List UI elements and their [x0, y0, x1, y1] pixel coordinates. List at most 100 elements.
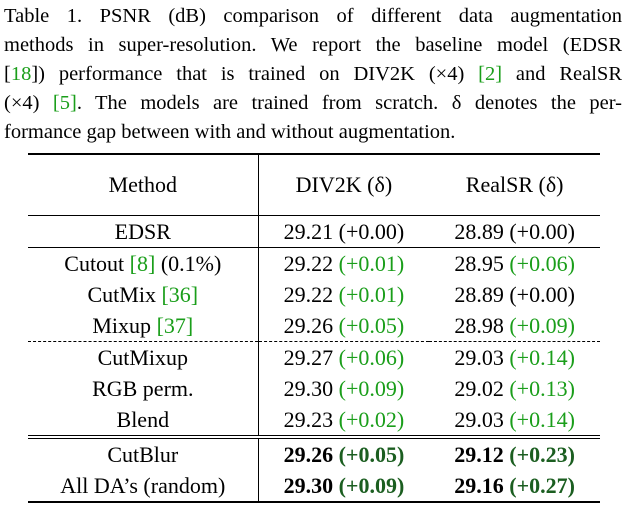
psnr-value: 29.16 [454, 472, 504, 498]
caption-text: ]) performance that is trained on DIV2K … [31, 63, 479, 85]
method-name: Blend [116, 406, 170, 432]
psnr-value: 29.30 [283, 472, 334, 498]
method-name: CutMixup [97, 344, 189, 370]
div2k-cell: 29.27 (+0.06) [258, 341, 430, 373]
caption-text: (×4) [4, 92, 53, 114]
citation-link[interactable]: [5] [52, 92, 77, 114]
caption-text: methods in super-resolution. We report t… [4, 34, 622, 56]
delta-value: (+0.27) [509, 472, 575, 498]
realsr-cell: 29.12 (+0.23) [429, 435, 600, 470]
psnr-value: 29.03 [454, 344, 504, 370]
psnr-value: 28.89 [454, 281, 504, 307]
table-row: Mixup [37] 29.26 (+0.05) 28.98 (+0.09) [28, 310, 600, 342]
table-row: CutMix [36] 29.22 (+0.01) 28.89 (+0.00) [28, 279, 600, 310]
method-name: EDSR [114, 218, 171, 244]
caption-line-5: formance gap between with and without au… [4, 118, 622, 147]
delta-value: (+0.01) [338, 250, 405, 276]
citation-link[interactable]: [8] [129, 250, 156, 276]
table-row: Cutout [8] (0.1%) 29.22 (+0.01) 28.95 (+0.… [28, 247, 600, 279]
caption-text: and RealSR [502, 63, 622, 85]
method-cell: Blend [28, 404, 259, 437]
psnr-value: 29.03 [454, 406, 504, 432]
delta-value: (+0.05) [338, 312, 405, 338]
citation-link[interactable]: [37] [156, 312, 194, 338]
table-row: CutMixup 29.27 (+0.06) 29.03 (+0.14) [28, 341, 600, 373]
div2k-cell: 29.30 (+0.09) [258, 470, 430, 503]
psnr-value: 29.30 [283, 375, 334, 401]
psnr-value: 29.26 [283, 441, 334, 467]
psnr-value: 28.89 [454, 218, 504, 244]
caption-line-4: (×4) [5]. The models are trained from sc… [4, 89, 622, 118]
method-name: CutBlur [107, 441, 179, 467]
header-method: Method [28, 153, 259, 216]
psnr-value: 29.22 [283, 250, 334, 276]
table-body: EDSR 29.21 (+0.00) 28.89 (+0.00) Cutout [8]… [28, 215, 600, 503]
delta-value: (+0.05) [338, 441, 405, 467]
delta-value: (+0.06) [509, 250, 575, 276]
realsr-cell: 28.95 (+0.06) [429, 247, 600, 279]
caption-line-2: methods in super-resolution. We report t… [4, 31, 622, 60]
caption-line-1: Table 1. PSNR (dB) comparison of differe… [4, 2, 622, 31]
method-cell: All DA’s (random) [28, 470, 259, 503]
div2k-cell: 29.21 (+0.00) [258, 215, 430, 248]
div2k-cell: 29.23 (+0.02) [258, 404, 429, 437]
realsr-cell: 28.89 (+0.00) [429, 279, 600, 310]
method-cell: CutMixup [28, 341, 259, 373]
psnr-value: 29.27 [283, 344, 334, 370]
div2k-cell: 29.26 (+0.05) [258, 310, 429, 342]
delta-value: (+0.13) [509, 375, 575, 401]
table-row: EDSR 29.21 (+0.00) 28.89 (+0.00) [28, 215, 600, 248]
psnr-results-table: Method DIV2K (δ) RealSR (δ) EDSR 29.21 (+… [28, 153, 600, 503]
caption-text: formance gap between with and without au… [4, 121, 456, 143]
table-row: CutBlur 29.26 (+0.05) 29.12 (+0.23) [28, 435, 600, 470]
psnr-value: 28.98 [454, 312, 504, 338]
header-div2k: DIV2K (δ) [258, 153, 430, 216]
psnr-value: 29.12 [454, 441, 504, 467]
caption-text: Table 1. PSNR (dB) comparison of differe… [4, 5, 622, 27]
table-row: Blend 29.23 (+0.02) 29.03 (+0.14) [28, 404, 600, 437]
delta-value: (+0.02) [338, 406, 405, 432]
delta-value: (+0.01) [338, 281, 405, 307]
method-cell: CutBlur [28, 435, 259, 470]
table-caption: Table 1. PSNR (dB) comparison of differe… [4, 2, 622, 147]
delta-value: (+0.23) [509, 441, 575, 467]
method-cell: EDSR [28, 215, 259, 248]
results-table-wrapper: Method DIV2K (δ) RealSR (δ) EDSR 29.21 (+… [28, 153, 600, 503]
delta-value: (+0.14) [509, 344, 575, 370]
psnr-value: 28.95 [454, 250, 504, 276]
realsr-cell: 29.03 (+0.14) [429, 404, 600, 437]
caption-line-3: [18]) performance that is trained on DIV… [4, 63, 622, 85]
method-cell: CutMix [36] [28, 279, 259, 310]
delta-value: (+0.00) [509, 281, 575, 307]
psnr-value: 29.21 [283, 218, 334, 244]
psnr-value: 29.23 [283, 406, 334, 432]
caption-text: . The models are trained from scratch. δ… [76, 92, 622, 114]
realsr-cell: 29.16 (+0.27) [429, 470, 600, 503]
psnr-value: 29.26 [283, 312, 334, 338]
method-cell: Cutout [8] (0.1%) [28, 247, 259, 279]
delta-value: (+0.09) [509, 312, 575, 338]
delta-value: (+0.09) [338, 472, 405, 498]
table-row: RGB perm. 29.30 (+0.09) 29.02 (+0.13) [28, 373, 600, 404]
realsr-cell: 28.89 (+0.00) [429, 215, 600, 248]
table-row: All DA’s (random) 29.30 (+0.09) 29.16 (+0.… [28, 470, 600, 503]
citation-link[interactable]: [36] [161, 281, 199, 307]
psnr-value: 29.22 [283, 281, 334, 307]
delta-value: (+0.09) [338, 375, 405, 401]
citation-link[interactable]: [2] [478, 63, 503, 85]
div2k-cell: 29.30 (+0.09) [258, 373, 429, 404]
delta-value: (+0.00) [338, 218, 405, 244]
header-row: Method DIV2K (δ) RealSR (δ) [28, 153, 600, 216]
delta-value: (+0.14) [509, 406, 575, 432]
citation-link[interactable]: 18 [10, 63, 32, 85]
header-realsr: RealSR (δ) [429, 153, 600, 216]
delta-value: (+0.00) [509, 218, 575, 244]
realsr-cell: 28.98 (+0.09) [429, 310, 600, 342]
method-name: Cutout [64, 250, 130, 276]
method-suffix: (0.1%) [155, 250, 222, 276]
method-name: Mixup [92, 312, 157, 338]
div2k-cell: 29.26 (+0.05) [258, 435, 430, 470]
method-cell: Mixup [37] [28, 310, 259, 342]
div2k-cell: 29.22 (+0.01) [258, 247, 430, 279]
div2k-cell: 29.22 (+0.01) [258, 279, 429, 310]
